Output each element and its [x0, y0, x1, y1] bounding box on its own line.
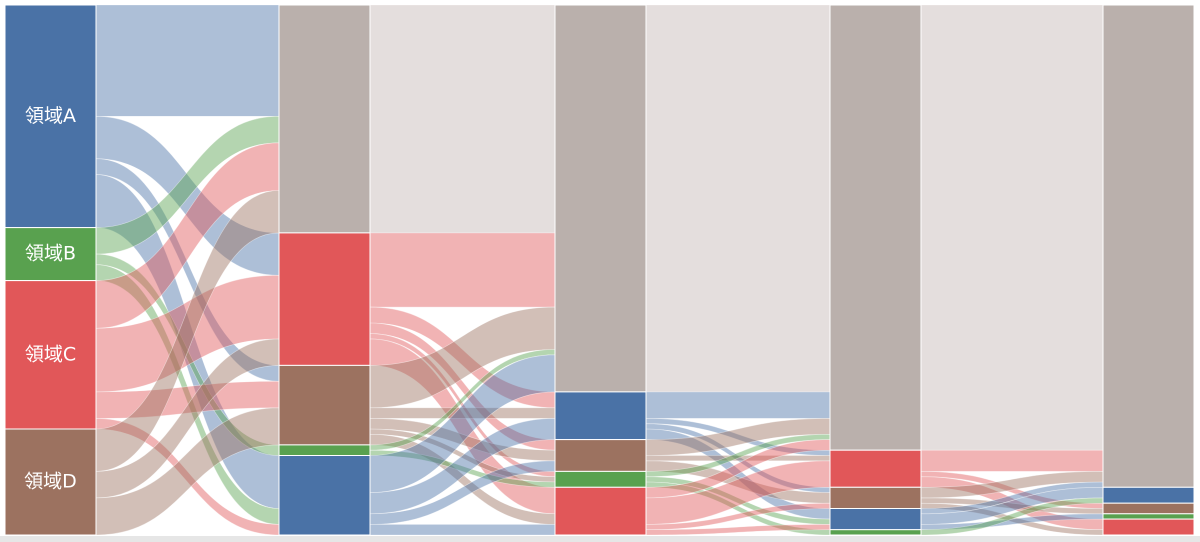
node — [278, 232, 371, 366]
node — [554, 391, 647, 441]
node — [278, 455, 371, 536]
node-label: 領域A — [25, 105, 76, 127]
node — [829, 529, 922, 536]
node-label: 領域D — [24, 471, 77, 493]
flow — [645, 4, 831, 393]
node — [554, 486, 647, 536]
node — [554, 470, 647, 488]
node — [1102, 4, 1195, 488]
node — [829, 508, 922, 531]
node — [554, 439, 647, 472]
node-label: 領域B — [25, 243, 76, 265]
node — [278, 4, 371, 234]
flow — [920, 4, 1104, 451]
flow — [369, 524, 556, 536]
flow — [920, 449, 1104, 472]
node-label: 領域C — [25, 343, 76, 365]
node — [4, 227, 97, 282]
node — [4, 4, 97, 229]
flow — [369, 232, 556, 308]
bottom-strip — [0, 536, 1200, 542]
node — [1102, 518, 1195, 536]
flow — [95, 4, 280, 117]
node — [278, 364, 371, 446]
node — [829, 4, 922, 451]
node — [554, 4, 647, 393]
node — [278, 444, 371, 456]
node — [4, 428, 97, 536]
node — [1102, 502, 1195, 515]
flow — [369, 4, 556, 234]
node — [829, 449, 922, 488]
node — [4, 280, 97, 430]
flow — [645, 391, 831, 419]
node — [829, 486, 922, 509]
node — [1102, 486, 1195, 504]
node — [1102, 513, 1195, 520]
